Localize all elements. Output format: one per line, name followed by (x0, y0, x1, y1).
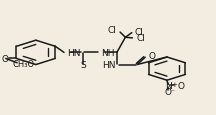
Text: Cl: Cl (135, 27, 144, 36)
Text: Cl: Cl (136, 33, 145, 42)
Text: +: + (171, 82, 177, 88)
Text: O: O (178, 81, 185, 90)
Text: O: O (165, 87, 172, 96)
Text: Cl: Cl (108, 26, 117, 35)
Text: HN: HN (67, 48, 80, 57)
Text: O: O (1, 55, 8, 63)
Text: NH: NH (101, 48, 114, 57)
Text: S: S (80, 60, 86, 69)
Text: HN: HN (103, 60, 116, 69)
Text: CH₃O: CH₃O (12, 59, 35, 68)
Text: ⁻: ⁻ (171, 87, 175, 96)
Text: N: N (165, 82, 172, 91)
Text: O: O (148, 52, 155, 61)
